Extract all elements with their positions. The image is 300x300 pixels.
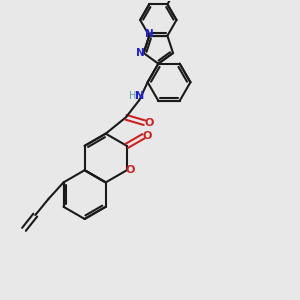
Text: N: N (136, 48, 144, 58)
Text: H: H (129, 91, 136, 101)
Text: O: O (144, 118, 154, 128)
Text: N: N (145, 29, 154, 39)
Text: O: O (142, 131, 152, 141)
Text: O: O (126, 165, 135, 175)
Text: N: N (135, 91, 145, 101)
